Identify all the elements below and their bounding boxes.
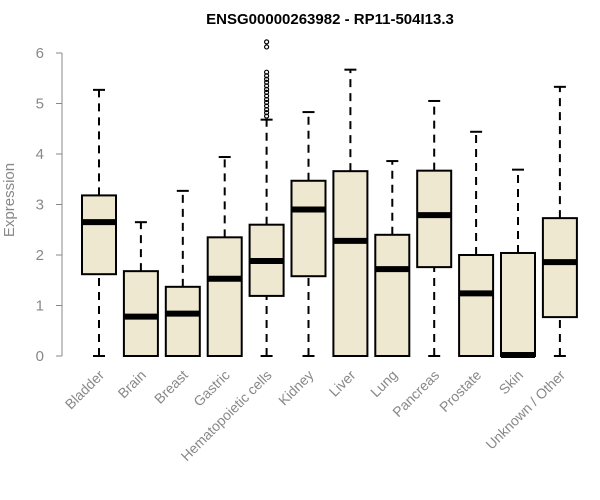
x-tick-label: Skin (496, 367, 527, 398)
x-tick-label: Lung (367, 367, 400, 400)
x-tick-label: Prostate (436, 367, 484, 415)
outlier-point (264, 99, 270, 106)
box-iqr (541, 217, 578, 319)
boxes-group (81, 39, 578, 358)
x-tick-label: Liver (326, 367, 359, 400)
y-axis-ticks: 0 1 2 3 4 5 6 (36, 45, 62, 365)
box-hematopoietic-cells (248, 39, 285, 357)
outlier-point (264, 69, 270, 75)
box-iqr (206, 236, 243, 357)
box-liver (332, 68, 369, 357)
x-tick-label: Unknown / Other (482, 367, 568, 453)
outlier-point (264, 79, 270, 85)
y-tick-label: 6 (36, 45, 44, 62)
box-prostate (458, 130, 495, 357)
y-tick-label: 1 (36, 298, 44, 315)
box-skin (500, 168, 536, 358)
y-axis-label: Expression (1, 163, 18, 237)
y-tick-label: 0 (36, 348, 44, 365)
box-iqr (164, 285, 201, 357)
y-tick-label: 3 (36, 197, 44, 214)
y-tick-label: 2 (36, 247, 44, 264)
box-gastric (206, 156, 243, 357)
box-iqr (81, 194, 117, 276)
box-iqr (332, 170, 369, 357)
x-tick-label: Pancreas (389, 367, 442, 420)
box-bladder (81, 88, 117, 357)
box-breast (164, 189, 201, 357)
x-tick-label: Kidney (275, 367, 317, 409)
outlier-point (264, 39, 270, 45)
box-lung (374, 160, 411, 357)
box-pancreas (416, 99, 453, 357)
box-iqr (458, 254, 495, 357)
outlier-point (264, 89, 270, 95)
x-tick-label: Breast (151, 367, 191, 407)
x-tick-label: Bladder (62, 367, 108, 413)
y-tick-label: 5 (36, 96, 44, 113)
box-iqr (416, 169, 453, 269)
box-iqr (374, 233, 411, 357)
chart-title: ENSG00000263982 - RP11-504I13.3 (206, 11, 454, 28)
box-iqr (500, 251, 536, 357)
box-unknown-other (541, 85, 578, 357)
x-tick-label: Brain (115, 367, 149, 401)
outlier-point (264, 109, 270, 116)
box-iqr (122, 270, 159, 357)
box-iqr (290, 179, 327, 278)
box-kidney (290, 111, 327, 357)
y-tick-label: 4 (36, 146, 44, 163)
outlier-point (264, 44, 270, 50)
box-brain (122, 221, 159, 357)
